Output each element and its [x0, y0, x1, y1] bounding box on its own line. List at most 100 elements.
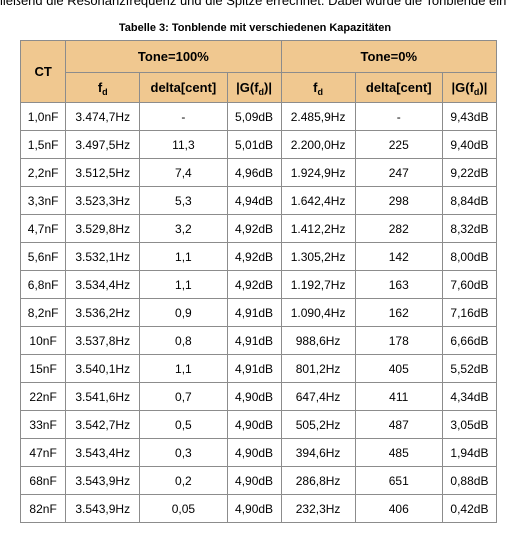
header-row: CT Tone=100% Tone=0%	[19, 40, 498, 103]
header-text: f	[313, 80, 318, 95]
table-cell: 8,84dB	[441, 186, 498, 215]
table-cell: 5,3	[139, 186, 228, 215]
table-cell: 1.090,4Hz	[280, 298, 356, 327]
table-cell: 247	[354, 158, 443, 187]
table-cell: 4,7nF	[19, 214, 67, 243]
table-row: 47nF 3.543,4Hz 0,3 4,90dB 394,6Hz 485 1,94dB	[19, 438, 498, 467]
table-row: 1,0nF 3.474,7Hz -5,09dB 2.485,9Hz -9,43dB	[19, 102, 498, 131]
header-cell: |G(fd)|	[226, 72, 282, 103]
table-cell: 5,52dB	[441, 354, 498, 383]
header-cell: Tone=100%	[65, 40, 282, 73]
table-cell: 4,90dB	[226, 438, 282, 467]
table-cell: 3,2	[139, 214, 228, 243]
table-cell: 1.642,4Hz	[280, 186, 356, 215]
table-cell: 33nF	[19, 410, 67, 439]
header-cell: Tone=0%	[280, 40, 498, 73]
table-cell: 4,34dB	[441, 382, 498, 411]
table-cell: -	[139, 102, 228, 131]
table-cell: 15nF	[19, 354, 67, 383]
table-cell: 286,8Hz	[280, 466, 356, 495]
table-cell: 1.412,2Hz	[280, 214, 356, 243]
table-cell: 801,2Hz	[280, 354, 356, 383]
table-cell: 4,91dB	[226, 326, 282, 355]
table-cell: 406	[354, 494, 443, 523]
table-cell: 3.536,2Hz	[65, 298, 141, 327]
header-subscript: d	[317, 87, 324, 97]
table-row: 68nF 3.543,9Hz 0,2 4,90dB 286,8Hz 651 0,88dB	[19, 466, 498, 495]
table-cell: 4,90dB	[226, 494, 282, 523]
table: CT Tone=100% Tone=0% fd delta[cent] |G(fd)…	[19, 40, 498, 523]
table-cell: 405	[354, 354, 443, 383]
table-cell: 162	[354, 298, 443, 327]
table-cell: 225	[354, 130, 443, 159]
table-cell: 485	[354, 438, 443, 467]
table-cell: 505,2Hz	[280, 410, 356, 439]
table-body: 1,0nF 3.474,7Hz -5,09dB 2.485,9Hz -9,43dB 1,5…	[19, 102, 498, 523]
table-cell: 3,3nF	[19, 186, 67, 215]
table-cell: 0,05	[139, 494, 228, 523]
table-cell: 0,7	[139, 382, 228, 411]
table-cell: 988,6Hz	[280, 326, 356, 355]
table-cell: 647,4Hz	[280, 382, 356, 411]
table-cell: 7,60dB	[441, 270, 498, 299]
table-row: 2,2nF 3.512,5Hz 7,4 4,96dB 1.924,9Hz 247 9,22d…	[19, 158, 498, 187]
table-cell: 1.305,2Hz	[280, 242, 356, 271]
table-cell: 3.541,6Hz	[65, 382, 141, 411]
table-cell: 487	[354, 410, 443, 439]
table-cell: 6,66dB	[441, 326, 498, 355]
table-header: CT Tone=100% Tone=0% fd delta[cent] |G(fd)…	[19, 40, 498, 103]
table-cell: 82nF	[19, 494, 67, 523]
table-cell: 3.523,3Hz	[65, 186, 141, 215]
table-cell: 4,94dB	[226, 186, 282, 215]
table-cell: 651	[354, 466, 443, 495]
table-cell: 3.543,4Hz	[65, 438, 141, 467]
table-cell: 163	[354, 270, 443, 299]
table-cell: 4,92dB	[226, 242, 282, 271]
header-text: delta[cent]	[150, 80, 217, 95]
table-row: 5,6nF 3.532,1Hz 1,1 4,92dB 1.305,2Hz 142 8,00d…	[19, 242, 498, 271]
header-cell: CT	[19, 40, 67, 103]
table-cell: 4,90dB	[226, 466, 282, 495]
table-cell: 4,91dB	[226, 354, 282, 383]
table-cell: 0,8	[139, 326, 228, 355]
header-cell: delta[cent]	[139, 72, 228, 103]
table-cell: 2.200,0Hz	[280, 130, 356, 159]
table-row: 3,3nF 3.523,3Hz 5,3 4,94dB 1.642,4Hz 298 8,84d…	[19, 186, 498, 215]
table-cell: 0,2	[139, 466, 228, 495]
table-cell: 3.534,4Hz	[65, 270, 141, 299]
header-text: |G(f	[451, 80, 474, 95]
header-subscript: d	[102, 87, 108, 97]
table-cell: 3.543,9Hz	[65, 466, 141, 495]
table-row: 15nF 3.540,1Hz 1,1 4,91dB 801,2Hz 405 5,52dB	[19, 354, 498, 383]
table-cell: 1,5nF	[19, 130, 67, 159]
table-row: 1,5nF 3.497,5Hz 11,3 5,01dB 2.200,0Hz 225 9,40…	[19, 130, 498, 159]
header-subscript: d	[258, 87, 265, 97]
table-cell: 178	[354, 326, 443, 355]
table-cell: 9,40dB	[441, 130, 498, 159]
header-cell: fd	[65, 72, 141, 103]
table-cell: 3.543,9Hz	[65, 494, 141, 523]
table-row: 33nF 3.542,7Hz 0,5 4,90dB 505,2Hz 487 3,05dB	[19, 410, 498, 439]
table-cell: 0,5	[139, 410, 228, 439]
table-cell: 9,22dB	[441, 158, 498, 187]
header-cell: |G(fd)|	[441, 72, 498, 103]
table-cell: 2.485,9Hz	[280, 102, 356, 131]
table-cell: 394,6Hz	[280, 438, 356, 467]
header-text: )|	[264, 80, 272, 95]
table-cell: 3.540,1Hz	[65, 354, 141, 383]
table-cell: 10nF	[19, 326, 67, 355]
table-cell: 4,92dB	[226, 214, 282, 243]
table-cell: 7,4	[139, 158, 228, 187]
table-cell: 3.532,1Hz	[65, 242, 141, 271]
table-cell: 8,2nF	[19, 298, 67, 327]
table-cell: 8,00dB	[441, 242, 498, 271]
table-cell: 0,3	[139, 438, 228, 467]
table-row: 10nF 3.537,8Hz 0,8 4,91dB 988,6Hz 178 6,66dB	[19, 326, 498, 355]
table-cell: 9,43dB	[441, 102, 498, 131]
table-cell: 1.192,7Hz	[280, 270, 356, 299]
table-cell: 47nF	[19, 438, 67, 467]
table-cell: 1.924,9Hz	[280, 158, 356, 187]
header-text: f	[97, 80, 103, 95]
table-cell: 3.529,8Hz	[65, 214, 141, 243]
